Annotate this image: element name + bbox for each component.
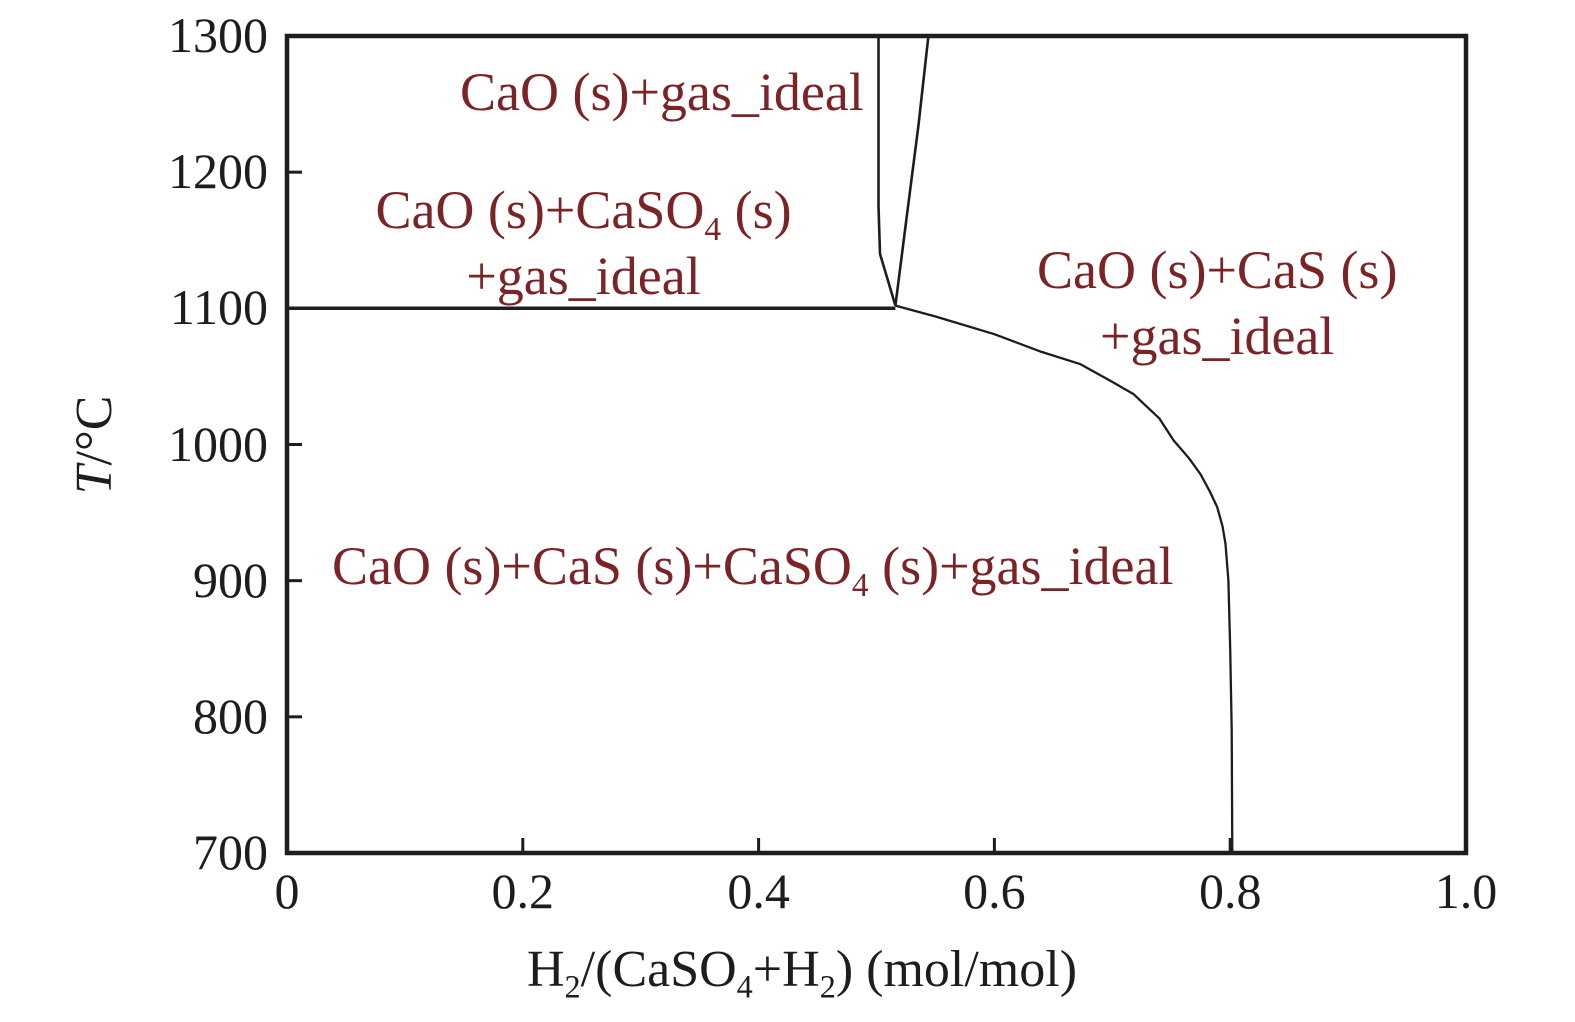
plot-border [284,33,1469,856]
boundary-v-right-line [894,35,930,306]
boundary-cas-caso4-boundary-curve [895,304,1234,854]
boundary-v-left-line [877,36,897,306]
